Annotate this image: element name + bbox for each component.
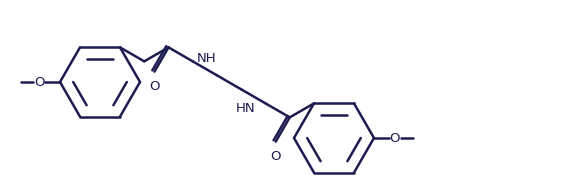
Text: O: O [390,132,400,144]
Text: NH: NH [197,52,216,65]
Text: O: O [271,150,281,163]
Text: O: O [34,75,45,88]
Text: O: O [149,80,160,93]
Text: HN: HN [236,102,255,115]
